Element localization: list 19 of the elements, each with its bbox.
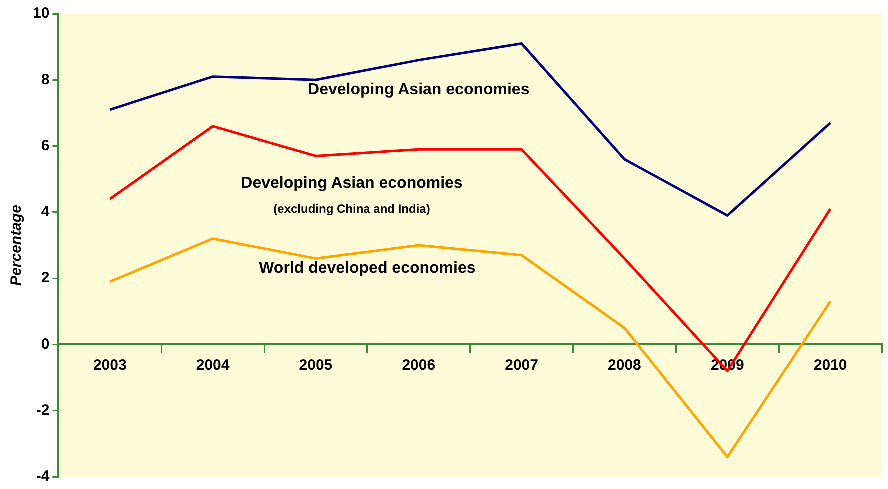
series-label: Developing Asian economies (excluding China and India) bbox=[241, 175, 463, 216]
y-tick-label: 2 bbox=[41, 270, 50, 287]
y-tick-label: 6 bbox=[41, 137, 50, 154]
y-tick-label: 0 bbox=[41, 336, 50, 353]
y-tick-label: 4 bbox=[41, 204, 50, 221]
y-axis-title: Percentage bbox=[8, 205, 26, 286]
y-tick-label: 10 bbox=[32, 5, 50, 22]
x-tick-label: 2006 bbox=[402, 356, 436, 374]
x-tick-label: 2004 bbox=[196, 356, 230, 374]
y-tick-label: -2 bbox=[36, 402, 50, 419]
x-tick-label: 2008 bbox=[608, 356, 642, 374]
series-label: Developing Asian economies bbox=[308, 81, 530, 98]
y-tick-label: 8 bbox=[41, 71, 50, 88]
y-tick-label: -4 bbox=[36, 468, 50, 486]
x-tick-label: 2010 bbox=[814, 356, 848, 374]
x-tick-label: 2005 bbox=[299, 356, 333, 374]
x-tick-label: 2007 bbox=[505, 356, 538, 374]
series-label: World developed economies bbox=[259, 260, 476, 278]
x-tick-label: 2003 bbox=[93, 356, 127, 374]
